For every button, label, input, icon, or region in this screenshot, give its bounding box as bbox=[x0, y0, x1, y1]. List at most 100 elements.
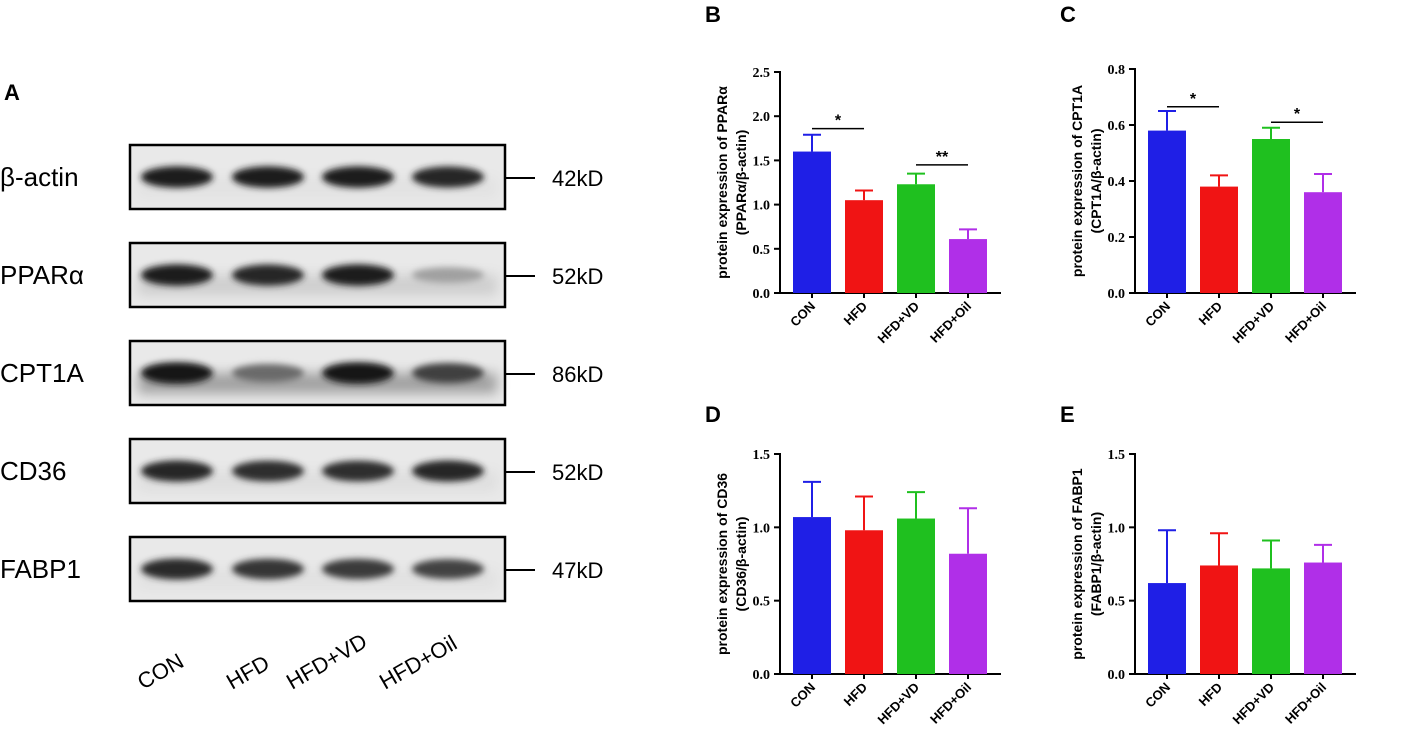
blot-row-cpt1a: CPT1A 86kD bbox=[0, 339, 603, 407]
x-tick-label: HFD bbox=[841, 680, 870, 709]
blot-background-smear bbox=[138, 471, 497, 492]
y-tick-label: 1.5 bbox=[753, 154, 771, 169]
significance-marker: * bbox=[835, 113, 842, 130]
panel-letter: C bbox=[1060, 2, 1076, 27]
bar-con bbox=[1148, 583, 1186, 674]
blot-band bbox=[232, 364, 304, 382]
y-tick-label: 0.6 bbox=[1108, 119, 1126, 134]
significance-marker: ** bbox=[936, 149, 949, 166]
western-blot-panel: A β-actin 42kD PPARα 52kD CPT1A 86kD CD36 52kD F… bbox=[0, 80, 603, 694]
y-tick-label: 0.8 bbox=[1108, 63, 1126, 78]
size-label: 86kD bbox=[552, 362, 603, 387]
y-axis-label: protein expression of CPT1A (CPT1A/β-acti… bbox=[1069, 85, 1104, 277]
lane-label-hfd-vd: HFD+VD bbox=[282, 628, 371, 694]
lane-label-hfd-oil: HFD+Oil bbox=[375, 630, 461, 694]
blot-band bbox=[412, 166, 484, 188]
blot-band bbox=[412, 267, 484, 283]
x-tick-label: HFD+VD bbox=[1229, 299, 1277, 347]
blot-band bbox=[232, 166, 304, 188]
y-axis-label: protein expression of PPARα (PPARα/β-acti… bbox=[714, 86, 749, 279]
y-tick-label: 0.0 bbox=[1108, 287, 1126, 302]
blot-band bbox=[322, 264, 394, 286]
x-tick-label: HFD+VD bbox=[874, 680, 922, 728]
blot-band bbox=[232, 558, 304, 580]
bar-hfd-oil bbox=[1304, 562, 1342, 674]
bar-hfd-oil bbox=[949, 239, 987, 293]
x-tick-label: CON bbox=[787, 299, 818, 330]
y-tick-label: 0.0 bbox=[753, 287, 771, 302]
blot-band bbox=[412, 363, 484, 383]
panel-letter: D bbox=[705, 402, 721, 427]
x-tick-label: CON bbox=[1142, 299, 1173, 330]
bar-hfd bbox=[845, 530, 883, 674]
y-tick-label: 1.0 bbox=[753, 199, 771, 214]
lane-label-con: CON bbox=[133, 648, 188, 694]
protein-label: FABP1 bbox=[0, 554, 81, 584]
protein-label: PPARα bbox=[0, 260, 84, 290]
blot-row-ppar: PPARα 52kD bbox=[0, 241, 603, 309]
x-tick-label: HFD+Oil bbox=[1282, 680, 1329, 727]
y-tick-label: 0.5 bbox=[753, 243, 771, 258]
y-tick-label: 0.5 bbox=[1108, 595, 1126, 610]
size-label: 52kD bbox=[552, 264, 603, 289]
blot-rows: β-actin 42kD PPARα 52kD CPT1A 86kD CD36 52kD FAB… bbox=[0, 143, 603, 603]
blot-band bbox=[141, 264, 213, 286]
bar-hfd bbox=[1200, 186, 1238, 293]
bar-con bbox=[793, 517, 831, 674]
blot-band bbox=[232, 460, 304, 482]
blot-band bbox=[141, 362, 213, 384]
significance-marker: * bbox=[1294, 106, 1301, 123]
blot-row-fabp1: FABP1 47kD bbox=[0, 535, 603, 603]
panel-letter: E bbox=[1060, 402, 1075, 427]
size-label: 42kD bbox=[552, 166, 603, 191]
protein-label: CD36 bbox=[0, 456, 66, 486]
lane-label-hfd: HFD bbox=[222, 650, 274, 694]
blot-band bbox=[412, 559, 484, 579]
blot-background-smear bbox=[138, 275, 497, 296]
bar-hfd-vd bbox=[897, 184, 935, 293]
blot-band bbox=[232, 264, 304, 286]
bar-hfd bbox=[845, 200, 883, 293]
bar-hfd bbox=[1200, 565, 1238, 674]
significance-marker: * bbox=[1190, 91, 1197, 108]
lane-labels: CON HFD HFD+VD HFD+Oil bbox=[133, 628, 461, 694]
x-tick-label: HFD+Oil bbox=[1282, 299, 1329, 346]
size-label: 47kD bbox=[552, 558, 603, 583]
bar-hfd-vd bbox=[1252, 139, 1290, 293]
y-tick-label: 0.0 bbox=[1108, 668, 1126, 683]
blot-band bbox=[322, 362, 394, 384]
panel-letter-a: A bbox=[4, 80, 20, 105]
size-label: 52kD bbox=[552, 460, 603, 485]
blot-background-smear bbox=[138, 177, 497, 198]
bar-hfd-oil bbox=[1304, 192, 1342, 293]
y-tick-label: 2.0 bbox=[753, 110, 771, 125]
blot-band bbox=[322, 460, 394, 482]
blot-band bbox=[141, 460, 213, 482]
panel-letter: B bbox=[705, 2, 721, 27]
protein-label: β-actin bbox=[0, 162, 79, 192]
bar-con bbox=[1148, 130, 1186, 293]
blot-row-cd36: CD36 52kD bbox=[0, 437, 603, 505]
blot-row-actin: β-actin 42kD bbox=[0, 143, 603, 211]
x-tick-label: HFD+VD bbox=[874, 299, 922, 347]
y-tick-label: 0.2 bbox=[1108, 231, 1126, 246]
blot-band bbox=[141, 558, 213, 580]
x-tick-label: HFD bbox=[841, 299, 870, 328]
y-tick-label: 1.0 bbox=[753, 521, 771, 536]
blot-band bbox=[141, 166, 213, 188]
y-tick-label: 1.0 bbox=[1108, 521, 1126, 536]
y-tick-label: 0.4 bbox=[1108, 175, 1126, 190]
y-axis-label: protein expression of FABP1 (FABP1/β-acti… bbox=[1069, 468, 1104, 660]
x-tick-label: HFD bbox=[1196, 299, 1225, 328]
bar-con bbox=[793, 151, 831, 293]
x-tick-label: HFD bbox=[1196, 680, 1225, 709]
blot-band bbox=[412, 460, 484, 482]
x-tick-label: HFD+VD bbox=[1229, 680, 1277, 728]
protein-label: CPT1A bbox=[0, 358, 84, 388]
bar-hfd-vd bbox=[897, 518, 935, 674]
y-tick-label: 1.5 bbox=[753, 448, 771, 463]
